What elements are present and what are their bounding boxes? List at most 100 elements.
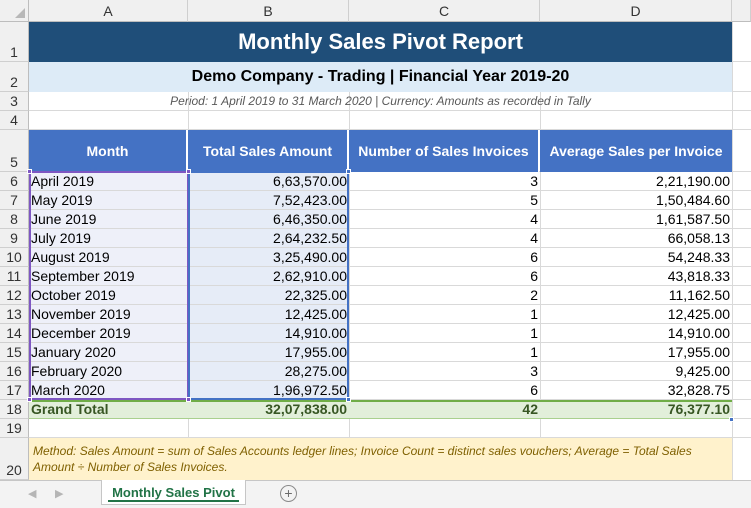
row-header-19[interactable]: 19: [0, 419, 29, 438]
column-header-e[interactable]: [732, 0, 751, 22]
average-sales-cell[interactable]: 32,828.75: [540, 381, 732, 400]
total-sales-cell[interactable]: 2,64,232.50: [188, 229, 349, 248]
selection-handle[interactable]: [346, 397, 351, 402]
average-sales-cell[interactable]: 2,21,190.00: [540, 172, 732, 191]
row-header-7[interactable]: 7: [0, 191, 29, 210]
invoice-count-cell[interactable]: 6: [349, 381, 540, 400]
average-sales-cell[interactable]: 17,955.00: [540, 343, 732, 362]
total-sales-cell[interactable]: 17,955.00: [188, 343, 349, 362]
header-average-sales-per-invoice[interactable]: Average Sales per Invoice: [540, 130, 732, 172]
selection-handle[interactable]: [186, 169, 191, 174]
header-number-of-sales-invoices[interactable]: Number of Sales Invoices: [349, 130, 539, 172]
report-period[interactable]: Period: 1 April 2019 to 31 March 2020 | …: [170, 94, 591, 108]
row-header-13[interactable]: 13: [0, 305, 29, 324]
month-cell[interactable]: September 2019: [29, 267, 188, 286]
total-sales-cell[interactable]: 6,63,570.00: [188, 172, 349, 191]
month-cell[interactable]: October 2019: [29, 286, 188, 305]
row-header-9[interactable]: 9: [0, 229, 29, 248]
column-header-d[interactable]: D: [540, 0, 732, 22]
row-header-4[interactable]: 4: [0, 111, 29, 130]
row-header-6[interactable]: 6: [0, 172, 29, 191]
month-cell[interactable]: March 2020: [29, 381, 188, 400]
sheet-tab-monthly-sales-pivot[interactable]: Monthly Sales Pivot: [101, 480, 246, 505]
row-header-10[interactable]: 10: [0, 248, 29, 267]
total-sales-cell[interactable]: 2,62,910.00: [188, 267, 349, 286]
average-sales-cell[interactable]: 14,910.00: [540, 324, 732, 343]
prev-sheet-arrow-icon[interactable]: ◀: [28, 488, 37, 500]
column-header-b[interactable]: B: [188, 0, 349, 22]
grand-total-count[interactable]: 42: [349, 400, 540, 419]
total-sales-cell[interactable]: 7,52,423.00: [188, 191, 349, 210]
grid-line-horizontal: [29, 129, 751, 130]
average-sales-cell[interactable]: 43,818.33: [540, 267, 732, 286]
row-header-3[interactable]: 3: [0, 92, 29, 111]
month-cell[interactable]: February 2020: [29, 362, 188, 381]
row-header-12[interactable]: 12: [0, 286, 29, 305]
grand-total-label[interactable]: Grand Total: [29, 400, 188, 419]
average-sales-cell[interactable]: 54,248.33: [540, 248, 732, 267]
invoice-count-cell[interactable]: 4: [349, 229, 540, 248]
row-header-5[interactable]: 5: [0, 130, 29, 172]
method-note[interactable]: Method: Sales Amount = sum of Sales Acco…: [29, 438, 732, 480]
row-header-14[interactable]: 14: [0, 324, 29, 343]
total-sales-cell[interactable]: 12,425.00: [188, 305, 349, 324]
average-sales-cell[interactable]: 1,50,484.60: [540, 191, 732, 210]
total-sales-cell[interactable]: 1,96,972.50: [188, 381, 349, 400]
column-header-c[interactable]: C: [349, 0, 540, 22]
total-sales-cell[interactable]: 22,325.00: [188, 286, 349, 305]
total-sales-cell[interactable]: 3,25,490.00: [188, 248, 349, 267]
grand-total-amount[interactable]: 32,07,838.00: [188, 400, 349, 419]
next-sheet-arrow-icon[interactable]: ▶: [55, 488, 64, 500]
total-sales-cell[interactable]: 28,275.00: [188, 362, 349, 381]
month-cell[interactable]: January 2020: [29, 343, 188, 362]
month-cell[interactable]: December 2019: [29, 324, 188, 343]
header-total-sales-amount[interactable]: Total Sales Amount: [188, 130, 348, 172]
invoice-count-cell[interactable]: 1: [349, 324, 540, 343]
select-all-corner[interactable]: [0, 0, 29, 22]
invoice-count-cell[interactable]: 3: [349, 362, 540, 381]
selection-handle[interactable]: [27, 397, 32, 402]
selection-handle[interactable]: [729, 417, 734, 422]
row-header-15[interactable]: 15: [0, 343, 29, 362]
invoice-count-cell[interactable]: 1: [349, 343, 540, 362]
average-sales-cell[interactable]: 1,61,587.50: [540, 210, 732, 229]
row-header-16[interactable]: 16: [0, 362, 29, 381]
invoice-count-cell[interactable]: 3: [349, 172, 540, 191]
month-cell[interactable]: November 2019: [29, 305, 188, 324]
selection-handle[interactable]: [186, 397, 191, 402]
row-header-1[interactable]: 1: [0, 22, 29, 62]
report-subtitle[interactable]: Demo Company - Trading | Financial Year …: [29, 62, 732, 92]
row-header-11[interactable]: 11: [0, 267, 29, 286]
invoice-count-cell[interactable]: 1: [349, 305, 540, 324]
month-cell[interactable]: April 2019: [29, 172, 188, 191]
invoice-count-cell[interactable]: 5: [349, 191, 540, 210]
row-header-18[interactable]: 18: [0, 400, 29, 419]
month-cell[interactable]: June 2019: [29, 210, 188, 229]
total-sales-cell[interactable]: 6,46,350.00: [188, 210, 349, 229]
row-header-2[interactable]: 2: [0, 62, 29, 92]
invoice-count-cell[interactable]: 6: [349, 267, 540, 286]
invoice-count-cell[interactable]: 6: [349, 248, 540, 267]
month-cell[interactable]: July 2019: [29, 229, 188, 248]
column-header-a[interactable]: A: [29, 0, 188, 22]
selection-handle[interactable]: [346, 169, 351, 174]
row-header-17[interactable]: 17: [0, 381, 29, 400]
month-cell[interactable]: May 2019: [29, 191, 188, 210]
invoice-count-cell[interactable]: 4: [349, 210, 540, 229]
sheet-tab-bar: ◀ ▶ Monthly Sales Pivot +: [0, 480, 751, 508]
header-month[interactable]: Month: [29, 130, 187, 172]
average-sales-cell[interactable]: 9,425.00: [540, 362, 732, 381]
selection-handle[interactable]: [27, 169, 32, 174]
average-sales-cell[interactable]: 66,058.13: [540, 229, 732, 248]
report-title[interactable]: Monthly Sales Pivot Report: [29, 22, 732, 62]
average-sales-cell[interactable]: 12,425.00: [540, 305, 732, 324]
invoice-count-cell[interactable]: 2: [349, 286, 540, 305]
row-header-8[interactable]: 8: [0, 210, 29, 229]
month-cell[interactable]: August 2019: [29, 248, 188, 267]
row-header-20[interactable]: 20: [0, 438, 29, 480]
add-sheet-plus-icon[interactable]: +: [280, 485, 297, 502]
average-sales-cell[interactable]: 11,162.50: [540, 286, 732, 305]
total-sales-cell[interactable]: 14,910.00: [188, 324, 349, 343]
grand-total-average[interactable]: 76,377.10: [540, 400, 732, 419]
